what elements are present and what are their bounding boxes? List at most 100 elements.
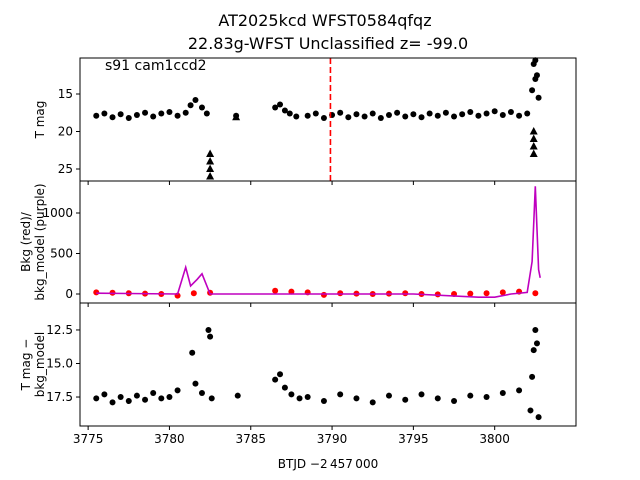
- data-point: [533, 340, 540, 347]
- upper-limit-marker: [206, 149, 215, 157]
- data-point: [150, 390, 157, 397]
- data-point: [117, 111, 124, 118]
- data-point: [174, 112, 181, 119]
- x-tick-label: 3800: [479, 432, 510, 446]
- upper-limit-marker: [529, 142, 538, 150]
- panel: 12.5 15.0 17.5 3775 3780 3785 3790 3795 3800 T ma…: [19, 302, 577, 471]
- data-point: [475, 112, 482, 119]
- data-point: [101, 110, 108, 117]
- data-point: [467, 392, 474, 399]
- data-point: [426, 110, 433, 117]
- upper-limit-marker: [529, 127, 538, 135]
- axes-frame: [79, 302, 577, 427]
- data-point: [385, 392, 392, 399]
- x-axis-label: BTJD −2 457 000: [278, 457, 378, 471]
- data-point: [516, 387, 523, 394]
- data-point: [189, 349, 196, 356]
- y-tick-label: 15.0: [46, 356, 73, 370]
- data-point: [277, 101, 284, 108]
- model-line: [96, 186, 541, 299]
- data-point: [101, 391, 108, 398]
- data-point: [190, 290, 197, 297]
- data-point: [467, 109, 474, 115]
- data-point: [377, 115, 384, 121]
- data-point: [337, 109, 344, 116]
- data-point: [133, 392, 140, 399]
- data-point: [418, 391, 425, 398]
- data-point: [117, 394, 124, 401]
- data-point: [109, 114, 116, 121]
- annotation: s91 cam1ccd2: [105, 58, 207, 74]
- data-point: [529, 87, 536, 94]
- x-tick-label: 3790: [317, 432, 348, 446]
- data-point: [532, 290, 539, 297]
- data-point: [158, 110, 165, 117]
- data-point: [166, 394, 173, 401]
- data-point: [142, 109, 149, 116]
- data-point: [93, 395, 100, 402]
- data-point: [320, 291, 327, 298]
- y-axis-label: Bkg (red)/: [19, 211, 33, 272]
- data-point: [507, 109, 514, 115]
- data-point: [286, 110, 293, 117]
- data-point: [459, 111, 466, 118]
- data-point: [527, 407, 534, 414]
- data-point: [293, 113, 300, 120]
- data-point: [304, 112, 311, 119]
- data-point: [281, 107, 288, 114]
- data-point: [353, 111, 360, 118]
- data-point: [491, 108, 498, 115]
- data-point: [369, 399, 376, 406]
- data-point: [524, 110, 531, 117]
- y-axis-label: T mag −: [19, 339, 33, 392]
- data-point: [207, 333, 214, 340]
- panel: 0 500 1000 Bkg (red)/bkg_model (purple): [19, 180, 577, 307]
- y-axis-label: bkg_model: [33, 332, 47, 398]
- plot-area: [93, 57, 542, 180]
- data-point: [304, 394, 311, 401]
- data-point: [234, 392, 241, 399]
- data-point: [272, 104, 279, 111]
- data-point: [361, 113, 368, 120]
- upper-limit-marker: [529, 149, 538, 157]
- data-point: [535, 94, 542, 101]
- data-point: [192, 380, 199, 387]
- data-point: [532, 57, 539, 64]
- plot-area: [93, 186, 541, 299]
- data-point: [187, 102, 194, 109]
- data-point: [312, 110, 319, 117]
- data-point: [93, 112, 100, 119]
- data-point: [320, 398, 327, 405]
- data-point: [529, 373, 536, 380]
- y-tick-label: 1000: [42, 206, 73, 220]
- data-point: [369, 110, 376, 117]
- y-axis-label: T mag: [33, 101, 47, 140]
- chart-subtitle: 22.83g-WFST Unclassified z= -99.0: [188, 34, 468, 53]
- y-axis-label: bkg_model (purple): [33, 183, 47, 300]
- y-tick-label: 25: [58, 162, 73, 176]
- data-point: [133, 112, 140, 118]
- data-point: [125, 398, 132, 405]
- data-point: [277, 371, 284, 378]
- data-point: [434, 395, 441, 402]
- x-tick-label: 3785: [235, 432, 266, 446]
- data-point: [410, 111, 417, 118]
- data-point: [516, 112, 523, 119]
- y-tick-label: 0: [65, 287, 73, 301]
- data-point: [272, 287, 279, 294]
- data-point: [394, 109, 401, 116]
- upper-limit-marker: [206, 172, 215, 180]
- data-point: [272, 376, 279, 383]
- data-point: [125, 115, 132, 121]
- data-point: [418, 114, 425, 121]
- data-point: [345, 114, 352, 121]
- upper-limit-marker: [206, 157, 215, 165]
- data-point: [385, 112, 392, 118]
- data-point: [467, 290, 474, 297]
- data-point: [532, 326, 539, 333]
- data-point: [532, 76, 539, 82]
- data-point: [434, 112, 441, 119]
- data-point: [198, 390, 205, 397]
- data-point: [174, 387, 181, 394]
